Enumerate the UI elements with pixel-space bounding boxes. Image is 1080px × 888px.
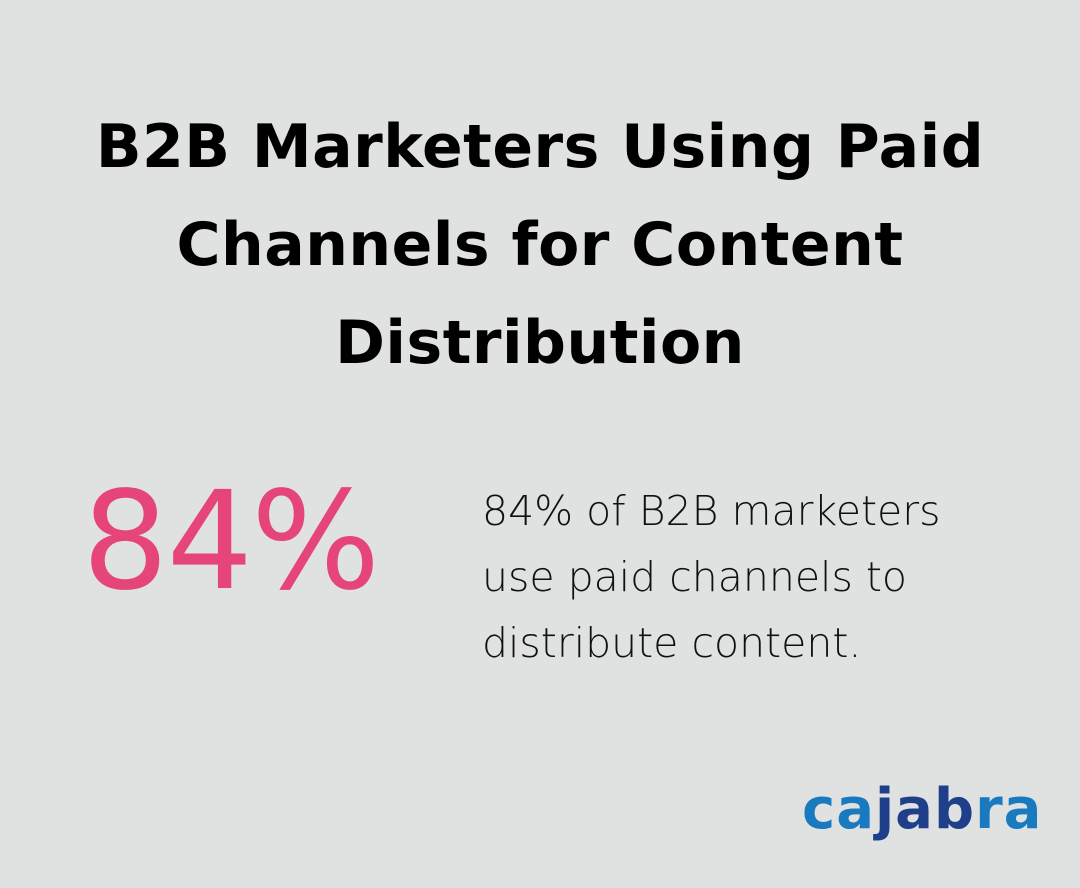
stat-value: 84% — [82, 463, 380, 621]
page-title: B2B Marketers Using Paid Channels for Co… — [95, 112, 985, 378]
cajabra-logo: cajabra — [802, 780, 1042, 840]
stat-description: 84% of B2B marketers use paid channels t… — [482, 487, 941, 667]
logo-part: ra — [975, 777, 1043, 842]
logo-part: jab — [874, 777, 976, 842]
logo-part: ca — [802, 777, 875, 842]
